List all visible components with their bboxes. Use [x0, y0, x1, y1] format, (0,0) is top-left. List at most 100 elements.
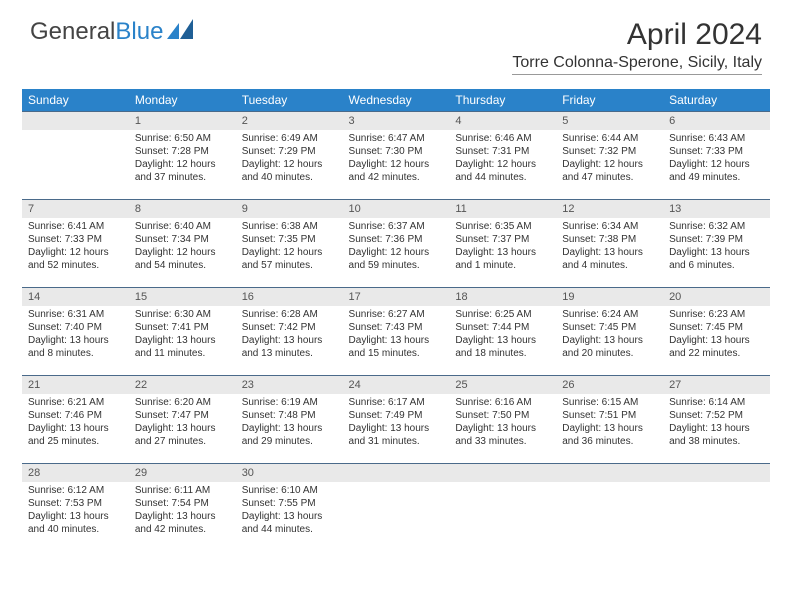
- daylight-text: Daylight: 13 hours and 33 minutes.: [455, 422, 550, 448]
- day-header: Monday: [129, 89, 236, 111]
- sunset-text: Sunset: 7:33 PM: [669, 145, 764, 158]
- sunrise-text: Sunrise: 6:40 AM: [135, 220, 230, 233]
- day-body: Sunrise: 6:43 AMSunset: 7:33 PMDaylight:…: [663, 130, 770, 188]
- daylight-text: Daylight: 12 hours and 42 minutes.: [349, 158, 444, 184]
- sunset-text: Sunset: 7:32 PM: [562, 145, 657, 158]
- day-body: Sunrise: 6:31 AMSunset: 7:40 PMDaylight:…: [22, 306, 129, 364]
- month-title: April 2024: [512, 18, 762, 52]
- sunrise-text: Sunrise: 6:10 AM: [242, 484, 337, 497]
- daylight-text: Daylight: 13 hours and 31 minutes.: [349, 422, 444, 448]
- sunset-text: Sunset: 7:33 PM: [28, 233, 123, 246]
- day-body: Sunrise: 6:20 AMSunset: 7:47 PMDaylight:…: [129, 394, 236, 452]
- day-number: 18: [449, 287, 556, 306]
- day-number: 27: [663, 375, 770, 394]
- sunrise-text: Sunrise: 6:17 AM: [349, 396, 444, 409]
- sunset-text: Sunset: 7:28 PM: [135, 145, 230, 158]
- day-number: 12: [556, 199, 663, 218]
- brand-part1: General: [30, 18, 115, 46]
- daylight-text: Daylight: 12 hours and 47 minutes.: [562, 158, 657, 184]
- day-body: Sunrise: 6:19 AMSunset: 7:48 PMDaylight:…: [236, 394, 343, 452]
- day-number: 6: [663, 111, 770, 130]
- day-body: Sunrise: 6:24 AMSunset: 7:45 PMDaylight:…: [556, 306, 663, 364]
- day-number: 26: [556, 375, 663, 394]
- sunrise-text: Sunrise: 6:11 AM: [135, 484, 230, 497]
- calendar-cell: 30Sunrise: 6:10 AMSunset: 7:55 PMDayligh…: [236, 463, 343, 551]
- daylight-text: Daylight: 13 hours and 42 minutes.: [135, 510, 230, 536]
- sunset-text: Sunset: 7:35 PM: [242, 233, 337, 246]
- sunset-text: Sunset: 7:46 PM: [28, 409, 123, 422]
- calendar-cell: 3Sunrise: 6:47 AMSunset: 7:30 PMDaylight…: [343, 111, 450, 199]
- sunrise-text: Sunrise: 6:20 AM: [135, 396, 230, 409]
- calendar-cell: 23Sunrise: 6:19 AMSunset: 7:48 PMDayligh…: [236, 375, 343, 463]
- day-body-empty: [663, 482, 770, 542]
- day-number: 4: [449, 111, 556, 130]
- sunrise-text: Sunrise: 6:12 AM: [28, 484, 123, 497]
- logo-mark-icon: [167, 18, 193, 46]
- day-body: Sunrise: 6:12 AMSunset: 7:53 PMDaylight:…: [22, 482, 129, 540]
- daylight-text: Daylight: 12 hours and 37 minutes.: [135, 158, 230, 184]
- calendar-cell: [343, 463, 450, 551]
- daylight-text: Daylight: 12 hours and 59 minutes.: [349, 246, 444, 272]
- location-label: Torre Colonna-Sperone, Sicily, Italy: [512, 54, 762, 75]
- sunrise-text: Sunrise: 6:50 AM: [135, 132, 230, 145]
- daylight-text: Daylight: 13 hours and 15 minutes.: [349, 334, 444, 360]
- daynum-bar-empty: [22, 111, 129, 130]
- sunset-text: Sunset: 7:48 PM: [242, 409, 337, 422]
- day-number: 2: [236, 111, 343, 130]
- sunset-text: Sunset: 7:45 PM: [562, 321, 657, 334]
- brand-part2: Blue: [115, 18, 163, 46]
- calendar-cell: 13Sunrise: 6:32 AMSunset: 7:39 PMDayligh…: [663, 199, 770, 287]
- day-number: 9: [236, 199, 343, 218]
- sunrise-text: Sunrise: 6:30 AM: [135, 308, 230, 321]
- sunrise-text: Sunrise: 6:47 AM: [349, 132, 444, 145]
- day-body: Sunrise: 6:10 AMSunset: 7:55 PMDaylight:…: [236, 482, 343, 540]
- sunset-text: Sunset: 7:31 PM: [455, 145, 550, 158]
- calendar-cell: [556, 463, 663, 551]
- sunset-text: Sunset: 7:49 PM: [349, 409, 444, 422]
- sunset-text: Sunset: 7:53 PM: [28, 497, 123, 510]
- calendar-cell: 26Sunrise: 6:15 AMSunset: 7:51 PMDayligh…: [556, 375, 663, 463]
- daylight-text: Daylight: 13 hours and 22 minutes.: [669, 334, 764, 360]
- day-number: 16: [236, 287, 343, 306]
- day-header: Saturday: [663, 89, 770, 111]
- day-number: 7: [22, 199, 129, 218]
- day-body: Sunrise: 6:17 AMSunset: 7:49 PMDaylight:…: [343, 394, 450, 452]
- day-number: 23: [236, 375, 343, 394]
- calendar-cell: 29Sunrise: 6:11 AMSunset: 7:54 PMDayligh…: [129, 463, 236, 551]
- daylight-text: Daylight: 13 hours and 20 minutes.: [562, 334, 657, 360]
- calendar-cell: 15Sunrise: 6:30 AMSunset: 7:41 PMDayligh…: [129, 287, 236, 375]
- daylight-text: Daylight: 13 hours and 44 minutes.: [242, 510, 337, 536]
- day-body: Sunrise: 6:30 AMSunset: 7:41 PMDaylight:…: [129, 306, 236, 364]
- sunset-text: Sunset: 7:52 PM: [669, 409, 764, 422]
- calendar-week: 1Sunrise: 6:50 AMSunset: 7:28 PMDaylight…: [22, 111, 770, 199]
- sunrise-text: Sunrise: 6:49 AM: [242, 132, 337, 145]
- calendar-cell: 20Sunrise: 6:23 AMSunset: 7:45 PMDayligh…: [663, 287, 770, 375]
- day-number: 3: [343, 111, 450, 130]
- daylight-text: Daylight: 13 hours and 27 minutes.: [135, 422, 230, 448]
- calendar-cell: 11Sunrise: 6:35 AMSunset: 7:37 PMDayligh…: [449, 199, 556, 287]
- sunset-text: Sunset: 7:42 PM: [242, 321, 337, 334]
- sunrise-text: Sunrise: 6:41 AM: [28, 220, 123, 233]
- daylight-text: Daylight: 12 hours and 44 minutes.: [455, 158, 550, 184]
- day-body: Sunrise: 6:11 AMSunset: 7:54 PMDaylight:…: [129, 482, 236, 540]
- daylight-text: Daylight: 13 hours and 1 minute.: [455, 246, 550, 272]
- day-number: 8: [129, 199, 236, 218]
- daylight-text: Daylight: 13 hours and 18 minutes.: [455, 334, 550, 360]
- sunset-text: Sunset: 7:36 PM: [349, 233, 444, 246]
- daynum-bar-empty: [556, 463, 663, 482]
- calendar-cell: [449, 463, 556, 551]
- day-body: Sunrise: 6:50 AMSunset: 7:28 PMDaylight:…: [129, 130, 236, 188]
- sunset-text: Sunset: 7:50 PM: [455, 409, 550, 422]
- day-number: 29: [129, 463, 236, 482]
- day-body: Sunrise: 6:40 AMSunset: 7:34 PMDaylight:…: [129, 218, 236, 276]
- daylight-text: Daylight: 12 hours and 54 minutes.: [135, 246, 230, 272]
- sunset-text: Sunset: 7:43 PM: [349, 321, 444, 334]
- day-header: Sunday: [22, 89, 129, 111]
- day-number: 17: [343, 287, 450, 306]
- sunrise-text: Sunrise: 6:38 AM: [242, 220, 337, 233]
- sunrise-text: Sunrise: 6:28 AM: [242, 308, 337, 321]
- sunrise-text: Sunrise: 6:37 AM: [349, 220, 444, 233]
- daylight-text: Daylight: 13 hours and 8 minutes.: [28, 334, 123, 360]
- day-body: Sunrise: 6:34 AMSunset: 7:38 PMDaylight:…: [556, 218, 663, 276]
- sunrise-text: Sunrise: 6:46 AM: [455, 132, 550, 145]
